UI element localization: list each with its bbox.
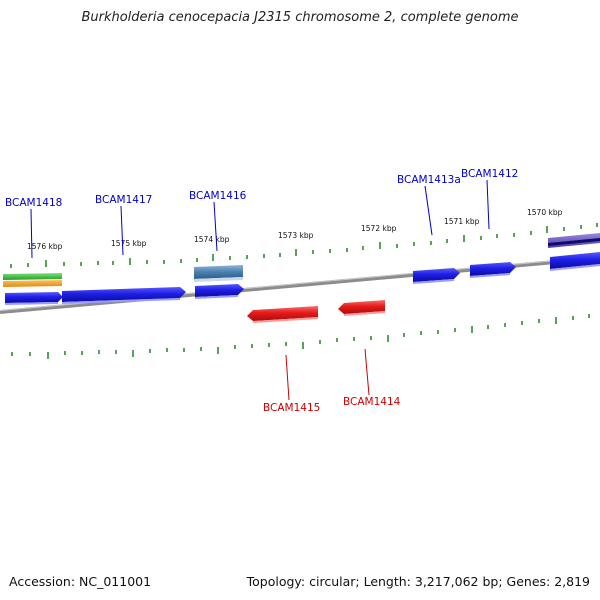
gene-label-reverse[interactable]: BCAM1414 [343, 348, 401, 408]
scale-label: 1574 kbp [194, 235, 230, 244]
map-title: Burkholderia cenocepacia J2315 chromosom… [81, 10, 519, 25]
gene-label-forward[interactable]: BCAM1417 [95, 194, 152, 256]
gene-arrow-forward[interactable] [470, 262, 516, 278]
scale-label: 1576 kbp [27, 242, 63, 251]
svg-text:BCAM1416: BCAM1416 [189, 190, 247, 202]
gene-feature-orange[interactable] [3, 280, 62, 287]
gene-label-forward[interactable]: BCAM1413a [397, 174, 461, 236]
svg-text:BCAM1413a: BCAM1413a [397, 174, 461, 186]
scale-label: 1571 kbp [444, 217, 480, 226]
scale-label: 1573 kbp [278, 231, 314, 240]
gene-arrow-reverse[interactable] [247, 306, 318, 323]
scale-label: 1572 kbp [361, 224, 397, 233]
genome-backbone [0, 256, 600, 314]
gene-label-forward[interactable]: BCAM1416 [189, 190, 247, 252]
accession-text: Accession: NC_011001 [9, 574, 152, 589]
gene-arrow-forward[interactable] [550, 252, 600, 271]
genome-summary-text: Topology: circular; Length: 3,217,062 bp… [246, 574, 590, 589]
svg-text:BCAM1412: BCAM1412 [461, 168, 518, 180]
gene-label-forward[interactable]: BCAM1418 [5, 197, 62, 259]
gene-arrow-forward[interactable] [62, 287, 186, 304]
gene-feature-steelblue[interactable] [194, 265, 243, 282]
gene-label-forward[interactable]: BCAM1412 [461, 168, 518, 230]
upper-scale [10, 223, 598, 268]
gene-arrow-forward[interactable] [195, 284, 244, 299]
svg-text:BCAM1418: BCAM1418 [5, 197, 62, 209]
gene-label-reverse[interactable]: BCAM1415 [263, 354, 320, 414]
lower-scale [11, 314, 590, 359]
svg-text:BCAM1414: BCAM1414 [343, 396, 401, 408]
svg-text:BCAM1417: BCAM1417 [95, 194, 152, 206]
scale-label: 1575 kbp [111, 239, 147, 248]
gene-feature-green[interactable] [3, 273, 62, 280]
gene-feature-purple[interactable] [548, 233, 600, 248]
scale-label: 1570 kbp [527, 208, 563, 217]
gene-arrow-forward[interactable] [5, 292, 63, 305]
svg-text:BCAM1415: BCAM1415 [263, 402, 320, 414]
gene-arrow-reverse[interactable] [338, 300, 385, 316]
gene-arrow-forward[interactable] [413, 268, 460, 284]
